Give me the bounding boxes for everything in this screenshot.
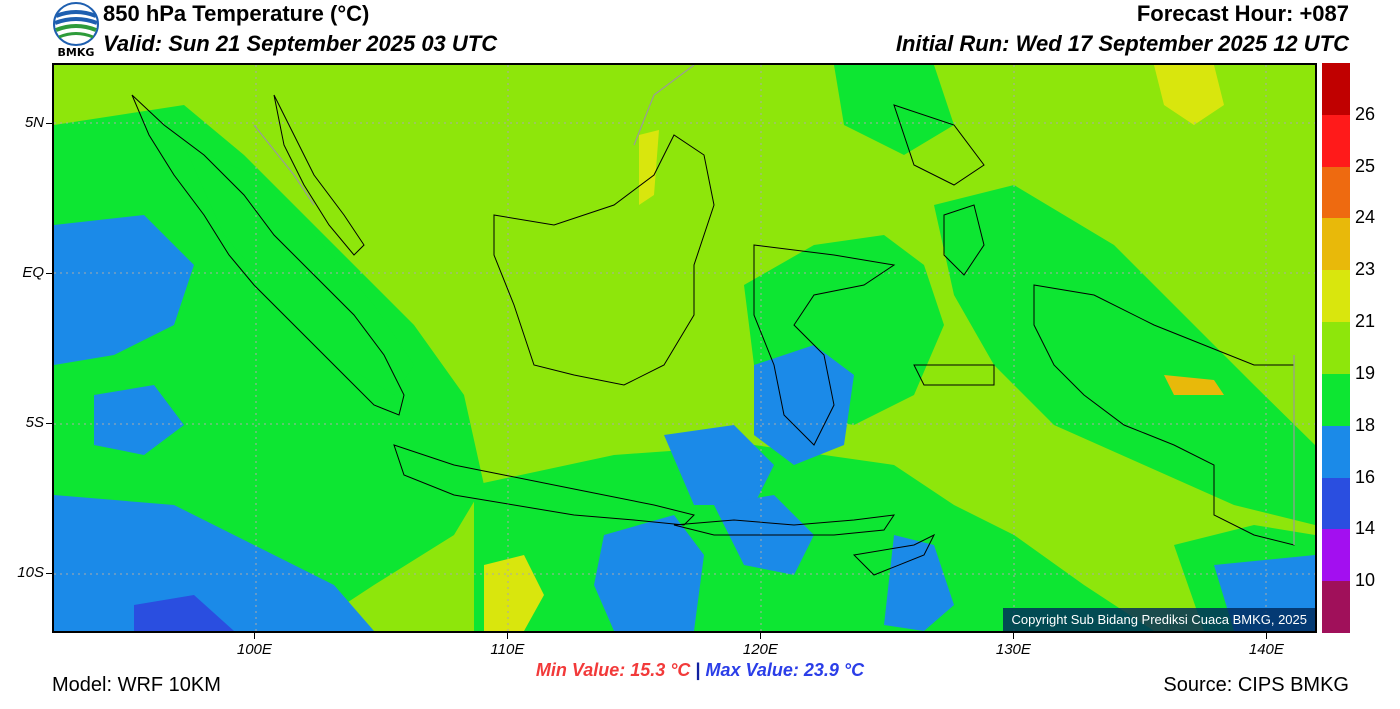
- lon-tick: [507, 633, 509, 639]
- source-label: Source: CIPS BMKG: [1163, 674, 1349, 696]
- lon-label: 100E: [236, 641, 272, 658]
- lon-tick: [1266, 633, 1268, 639]
- contour-18-indian-ocean-mid: [94, 385, 184, 455]
- contour-18-indian-ocean-nw: [54, 215, 194, 365]
- sulawesi-coast: [753, 244, 896, 446]
- contour-18-timor: [884, 535, 954, 631]
- colorbar-label: 25: [1355, 155, 1376, 176]
- coastlines: [131, 94, 1295, 576]
- contour-18-flores: [664, 425, 774, 505]
- lon-label: 140E: [1248, 641, 1284, 658]
- colorbar-segment: [1322, 114, 1350, 168]
- lat-label: EQ: [22, 264, 44, 281]
- colorbar-segment: [1322, 322, 1350, 375]
- papua-coast: [1033, 284, 1295, 546]
- colorbar-label: 24: [1355, 207, 1376, 228]
- colorbar-label: 10: [1355, 570, 1376, 591]
- java-coast: [393, 444, 695, 526]
- lat-tick: [46, 423, 52, 424]
- temperature-colorbar: [1322, 63, 1350, 634]
- malay-peninsula-coast: [273, 94, 365, 256]
- contour-21-pacific: [1154, 65, 1224, 125]
- halmahera-coast: [943, 204, 985, 276]
- aru-seram-coast: [913, 364, 995, 386]
- contour-21-borneo: [639, 130, 659, 205]
- colorbar-label: 23: [1355, 259, 1376, 280]
- colorbar-segment: [1322, 425, 1350, 479]
- colorbar-segment: [1322, 166, 1350, 219]
- contour-18-indian-ocean-sw: [54, 495, 374, 631]
- bmkg-logo-icon: [53, 2, 99, 46]
- borneo-coast: [493, 134, 715, 386]
- forecast-hour: Forecast Hour: +087: [1136, 1, 1349, 26]
- grid-lines: [54, 65, 1315, 631]
- colorbar-label: 14: [1355, 518, 1376, 539]
- timor-coast: [852, 533, 936, 576]
- colorbar-label: 19: [1355, 362, 1376, 383]
- max-value: Max Value: 23.9 °C: [705, 660, 865, 680]
- contour-19-north: [834, 65, 954, 155]
- temperature-map[interactable]: Copyright Sub Bidang Prediksi Cuaca BMKG…: [52, 63, 1317, 633]
- nusa-tenggara-coast: [673, 514, 896, 536]
- lon-tick: [760, 633, 762, 639]
- colorbar-segment: [1322, 529, 1350, 582]
- lon-tick: [1013, 633, 1015, 639]
- temperature-field: [54, 65, 1315, 631]
- valid-time: Valid: Sun 21 September 2025 03 UTC: [103, 31, 498, 56]
- colorbar-segment: [1322, 477, 1350, 530]
- colorbar-label: 18: [1355, 414, 1376, 435]
- colorbar-segment: [1322, 373, 1350, 427]
- colorbar-segment: [1322, 270, 1350, 323]
- lat-tick: [46, 273, 52, 274]
- lon-tick: [254, 633, 256, 639]
- colorbar-label: 16: [1355, 466, 1376, 487]
- contour-19-east: [934, 185, 1315, 525]
- lat-label: 10S: [17, 564, 44, 581]
- min-max-values: Min Value: 15.3 °C | Max Value: 23.9 °C: [0, 660, 1400, 681]
- logo-text: BMKG: [57, 46, 95, 59]
- contour-21-papua: [1164, 375, 1224, 395]
- colorbar-label: 21: [1355, 311, 1376, 332]
- value-separator: |: [695, 660, 701, 680]
- contour-18-sulawesi-south: [754, 345, 854, 465]
- copyright-text: Copyright Sub Bidang Prediksi Cuaca BMKG…: [1003, 608, 1315, 631]
- lat-label: 5S: [25, 414, 44, 431]
- colorbar-segment: [1322, 581, 1350, 634]
- lon-label: 110E: [490, 641, 525, 658]
- initial-run: Initial Run: Wed 17 September 2025 12 UT…: [895, 31, 1349, 56]
- map-title: 850 hPa Temperature (°C): [103, 1, 370, 26]
- colorbar-label: 26: [1355, 103, 1376, 124]
- contour-19-sumatra: [184, 145, 414, 395]
- borders: [253, 65, 1295, 545]
- colorbar-segment: [1322, 218, 1350, 271]
- min-value: Min Value: 15.3 °C: [535, 660, 691, 680]
- sumatra-coast: [131, 94, 405, 416]
- lat-label: 5N: [24, 114, 44, 131]
- model-label: Model: WRF 10KM: [52, 674, 221, 696]
- contour-18-bali: [594, 515, 704, 631]
- lat-tick: [46, 123, 52, 124]
- lat-tick: [46, 573, 52, 574]
- colorbar-segment: [1322, 63, 1350, 116]
- mindanao-coast: [893, 104, 985, 186]
- contour-16-south-west: [134, 595, 234, 631]
- lon-label: 130E: [995, 641, 1031, 658]
- lon-label: 120E: [742, 641, 778, 658]
